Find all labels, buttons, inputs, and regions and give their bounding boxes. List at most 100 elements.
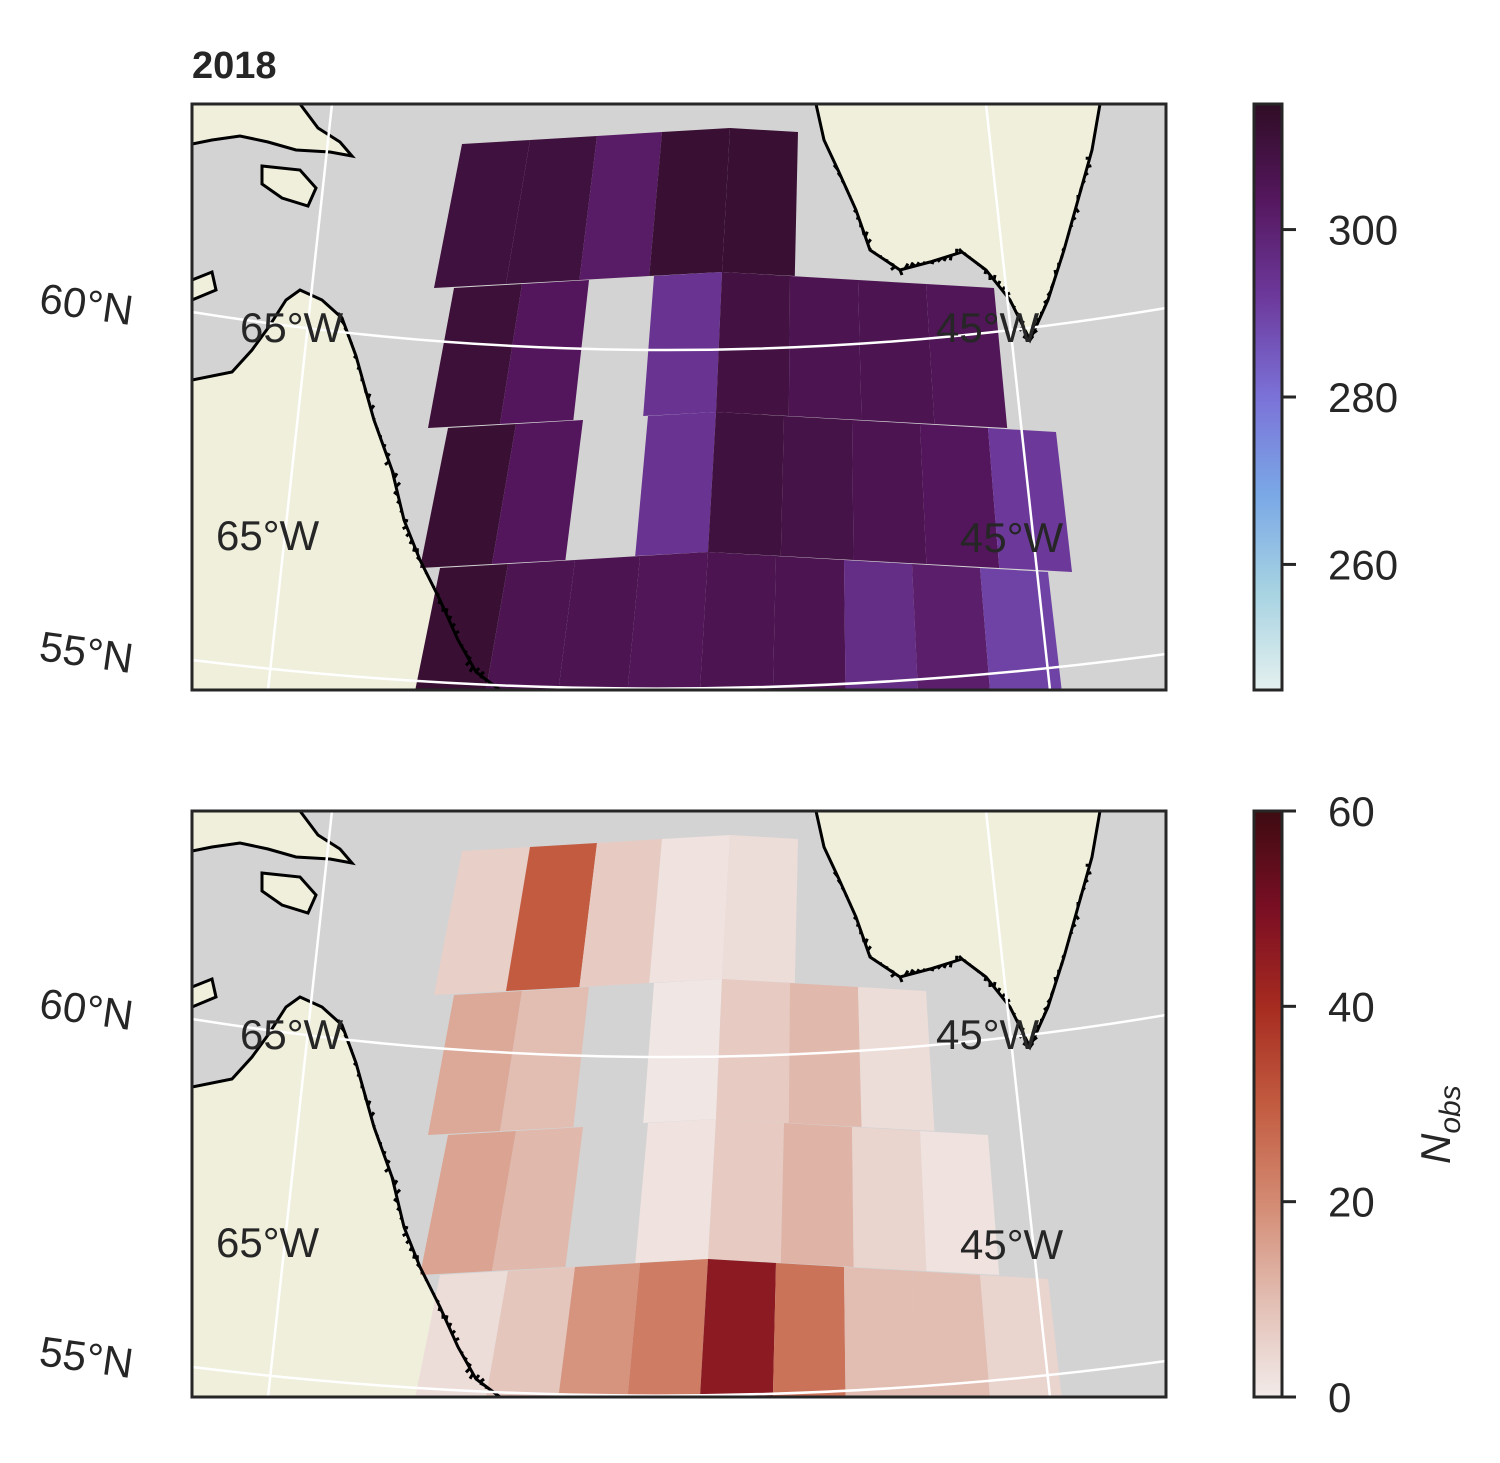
fjord-detail-0	[336, 1019, 498, 1397]
grid-cell-bottom-r2-c6	[852, 1127, 927, 1271]
graticule-line-2	[266, 811, 334, 1397]
grid-cell-top-r2-c7	[920, 424, 1000, 568]
grid-cell-bottom-r3-c6	[844, 1267, 918, 1397]
coast-line-2	[192, 269, 218, 302]
figure-title: 2018	[192, 45, 277, 87]
colorbar-label-main: N	[1412, 1133, 1459, 1164]
colorbar-tick-label-top-0: 260	[1328, 541, 1398, 588]
grid-cell-top-r0-c2	[579, 132, 662, 280]
grid-cell-top-r3-c1	[486, 560, 575, 690]
grid-cell-top-r4-c6	[836, 698, 904, 702]
colorbar-top: 260 280 300	[1252, 102, 1398, 692]
grid-cell-bottom-r2-c4	[708, 1119, 784, 1263]
graticule-line-3	[984, 104, 1052, 690]
coast-line-1	[260, 164, 318, 208]
graticule-line-0	[192, 1013, 1166, 1059]
grid-cell-bottom-r0-c4	[722, 835, 798, 983]
colorbar-tick-label-bottom-2: 40	[1328, 983, 1375, 1030]
lon-label-65w-upper-bottom: 65°W	[240, 1011, 344, 1058]
lat-label-55n-bottom: 55°N	[37, 1327, 136, 1387]
graticule-line-0	[192, 306, 1166, 352]
grid-cell-top-r0-c1	[506, 136, 597, 284]
grid-cell-bottom-r1-c1	[500, 987, 589, 1131]
grid-cell-top-r0-c3	[649, 128, 730, 276]
grid-cell-top-r1-c1	[500, 280, 589, 424]
map-frame-top	[190, 102, 1168, 692]
grid-cell-bottom-r3-c2	[558, 1263, 640, 1397]
colorbar-tick-label-top-2: 300	[1328, 207, 1398, 254]
grid-cell-top-r2-c5	[780, 416, 854, 560]
lat-label-60n: 60°N	[37, 274, 136, 334]
fjord-detail-0	[336, 312, 498, 690]
grid-cell-top-r1-c3	[643, 272, 722, 416]
colorbar-tick-label-bottom-0: 0	[1328, 1374, 1351, 1421]
colorbar-tick-label-bottom-3: 60	[1328, 788, 1375, 835]
grid-cell-bottom-r4-c5	[768, 1401, 836, 1405]
grid-cell-top-r0-c0	[434, 140, 530, 288]
land-shape-4	[816, 811, 1100, 1047]
map-panel-bottom: 60°N 55°N 65°W 45°W 65°W 45°W	[37, 809, 1168, 1409]
lon-label-45w-lower: 45°W	[960, 514, 1064, 561]
grid-cell-bottom-r0-c0	[434, 847, 530, 995]
grid-cell-top-r0-c4	[722, 128, 798, 276]
grid-cell-bottom-r4-c6	[836, 1405, 904, 1409]
lat-label-60n-bottom: 60°N	[37, 979, 136, 1039]
graticule-line-3	[984, 811, 1052, 1397]
grid-cell-bottom-r3-c3	[627, 1259, 708, 1397]
grid-cell-top-r1-c7	[926, 284, 1008, 428]
land-top	[192, 104, 1100, 690]
grid-cell-bottom-r3-c1	[486, 1267, 575, 1397]
grid-cell-top-r3-c5	[772, 556, 846, 690]
grid-cell-bottom-r0-c1	[506, 843, 597, 991]
grid-cell-top-r3-c7	[912, 564, 990, 690]
coastline-bottom	[192, 811, 1102, 1397]
colorbar-top-bar	[1252, 102, 1284, 692]
grid-cell-bottom-r1-c3	[643, 979, 722, 1123]
grid-cell-top-r4-c1	[500, 698, 567, 702]
grid-cell-bottom-r4-c1	[500, 1405, 567, 1409]
grid-cell-top-r1-c6	[858, 280, 935, 424]
grid-cell-top-r3-c6	[844, 560, 918, 690]
grid-cell-bottom-r1-c5	[788, 983, 862, 1127]
map-panel-top: 60°N 55°N 65°W 45°W 65°W 45°W	[37, 102, 1168, 702]
grid-cell-bottom-r1-c4	[716, 979, 790, 1123]
grid-cell-top-r2-c3	[635, 412, 716, 556]
coast-line-1	[260, 871, 318, 915]
grid-cell-top-r1-c4	[716, 272, 790, 416]
map-frame-bottom	[190, 809, 1168, 1399]
colorbar-tick-label-top-1: 280	[1328, 374, 1398, 421]
coastline-top	[192, 104, 1102, 690]
lon-label-45w-lower-bottom: 45°W	[960, 1221, 1064, 1268]
fjord-detail-1	[832, 156, 1092, 341]
grid-cell-top-r3-c4	[700, 552, 776, 690]
grid-cell-top-r1-c5	[788, 276, 862, 420]
grid-cell-bottom-r1-c6	[858, 987, 935, 1131]
grid-cell-bottom-r4-c2	[567, 1401, 632, 1405]
land-shape-1	[192, 811, 352, 863]
grid-cell-bottom-r2-c3	[635, 1119, 716, 1263]
grid-cell-bottom-r3-c7	[912, 1271, 990, 1397]
grid-cell-bottom-r2-c0	[420, 1131, 516, 1275]
coast-line-2	[192, 976, 218, 1009]
grid-cell-bottom-r0-c3	[649, 835, 730, 983]
lat-label-55n: 55°N	[37, 622, 136, 682]
lon-label-65w-upper: 65°W	[240, 304, 344, 351]
grid-cell-top-r4-c5	[768, 694, 836, 698]
grid-cell-bottom-r3-c4	[700, 1259, 776, 1397]
grid-cell-top-r3-c2	[558, 556, 640, 690]
land-shape-2	[262, 873, 316, 913]
colorbar-bottom-bar	[1252, 809, 1284, 1399]
grid-cell-top-r2-c0	[420, 424, 516, 568]
grid-cell-top-r1-c0	[428, 284, 522, 428]
data-grid-top	[415, 128, 1072, 702]
grid-cell-top-r4-c2	[567, 694, 632, 698]
fjord-detail-1	[832, 863, 1092, 1048]
grid-cell-top-r3-c3	[627, 552, 708, 690]
lon-label-65w-lower-bottom: 65°W	[216, 1219, 320, 1266]
grid-cell-top-r2-c4	[708, 412, 784, 556]
colorbar-bottom: 0 20 40 60 Nobs	[1252, 788, 1467, 1421]
land-bottom	[192, 811, 1100, 1397]
lon-label-45w-upper-bottom: 45°W	[936, 1011, 1040, 1058]
grid-cell-bottom-r3-c5	[772, 1263, 846, 1397]
